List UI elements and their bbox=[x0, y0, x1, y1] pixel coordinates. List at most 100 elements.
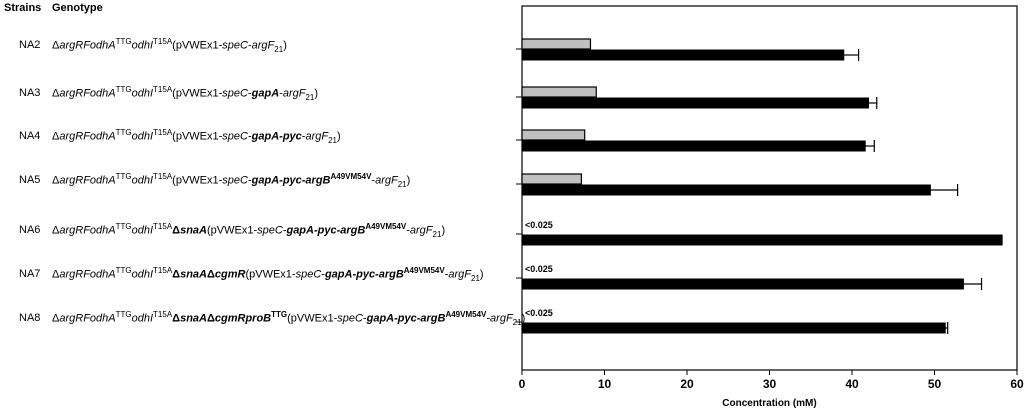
genotype-segment: ) bbox=[336, 130, 341, 143]
genotype-segment: - bbox=[301, 130, 306, 143]
genotype-segment: cgmRproB bbox=[214, 312, 272, 325]
genotype-label-na2: ΔargRFodhATTGodhIT15A(pVWEx1-speC-argF21… bbox=[52, 37, 287, 54]
genotype-segment: TTG bbox=[115, 172, 132, 181]
bar-gray-na5 bbox=[521, 173, 583, 185]
genotype-segment: speC bbox=[222, 87, 248, 100]
genotype-segment: argRFodhA bbox=[59, 312, 116, 325]
genotype-segment: T15A bbox=[153, 85, 173, 94]
genotype-segment: Δ bbox=[52, 39, 60, 52]
genotype-segment: ) bbox=[441, 224, 446, 237]
genotype-segment: Δ bbox=[52, 130, 60, 143]
genotype-segment: odhI bbox=[131, 130, 154, 143]
genotype-segment: argF bbox=[375, 174, 398, 187]
genotype-segment: ) bbox=[406, 174, 411, 187]
bar-black-na5 bbox=[521, 184, 931, 196]
genotype-segment: TTG bbox=[115, 37, 132, 46]
genotype-segment: odhI bbox=[131, 174, 154, 187]
genotype-segment: argRFodhA bbox=[59, 174, 116, 187]
strain-label-na6: NA6 bbox=[19, 224, 41, 236]
genotype-segment: - bbox=[247, 130, 252, 143]
genotype-segment: 21 bbox=[328, 135, 337, 145]
x-tick-label: 60 bbox=[1010, 377, 1024, 391]
genotype-segment: A49VM54V bbox=[330, 172, 372, 181]
bar-black-na8 bbox=[521, 322, 946, 334]
x-tick-label: 0 bbox=[519, 377, 526, 391]
bar-gray-na3 bbox=[521, 86, 597, 98]
genotype-segment: - bbox=[444, 268, 449, 281]
genotype-segment: argRFodhA bbox=[59, 87, 116, 100]
genotype-segment: ) bbox=[521, 312, 526, 325]
strain-label-na7: NA7 bbox=[19, 268, 41, 280]
genotype-segment: Δ bbox=[52, 174, 60, 187]
genotype-segment: 21 bbox=[432, 229, 442, 239]
genotype-segment: gapA bbox=[251, 87, 280, 100]
genotype-segment: Δ bbox=[52, 312, 60, 325]
genotype-segment: odhI bbox=[131, 39, 154, 52]
x-tick-label: 10 bbox=[598, 377, 612, 391]
genotype-segment: TTG bbox=[115, 266, 132, 275]
x-tick-label: 40 bbox=[845, 377, 859, 391]
bar-black-na4 bbox=[521, 140, 866, 152]
genotype-segment: (pVWEx1- bbox=[172, 130, 223, 143]
genotype-segment: speC bbox=[295, 268, 322, 281]
genotype-segment: - bbox=[406, 224, 410, 237]
genotype-segment: argF bbox=[409, 224, 433, 237]
genotype-label-na8: ΔargRFodhATTGodhIT15AΔsnaAΔcgmRproBTTG(p… bbox=[52, 310, 525, 327]
genotype-segment: TTG bbox=[115, 128, 132, 137]
genotype-label-na7: ΔargRFodhATTGodhIT15AΔsnaAΔcgmR(pVWEx1-s… bbox=[52, 266, 484, 283]
genotype-segment: argF bbox=[305, 130, 329, 143]
bar-black-na2 bbox=[521, 49, 845, 61]
genotype-segment: A49VM54V bbox=[365, 222, 407, 231]
genotype-segment: - bbox=[321, 268, 325, 281]
genotype-segment: ) bbox=[283, 39, 287, 52]
genotype-segment: argF bbox=[490, 312, 513, 325]
genotype-segment: odhI bbox=[131, 312, 154, 325]
genotype-segment: Δ bbox=[206, 268, 215, 281]
genotype-segment: - bbox=[282, 224, 287, 237]
genotype-segment: gapA-pyc-argB bbox=[286, 224, 366, 237]
genotype-segment: - bbox=[486, 312, 491, 325]
bar-black-na3 bbox=[521, 97, 869, 109]
genotype-segment: T15A bbox=[153, 222, 173, 231]
genotype-segment: (pVWEx1- bbox=[206, 224, 258, 237]
genotype-segment: - bbox=[247, 39, 252, 52]
bar-black-na7 bbox=[521, 278, 964, 290]
strain-label-na3: NA3 bbox=[19, 87, 41, 99]
genotype-segment: (pVWEx1- bbox=[172, 87, 223, 100]
genotype-segment: argF bbox=[251, 39, 275, 52]
genotype-segment: snaA bbox=[180, 268, 207, 281]
genotype-segment: Δ bbox=[52, 87, 60, 100]
genotype-segment: Δ bbox=[52, 268, 60, 281]
genotype-segment: - bbox=[371, 174, 376, 187]
genotype-segment: cgmR bbox=[214, 268, 246, 281]
genotype-segment: ) bbox=[479, 268, 484, 281]
genotype-segment: odhI bbox=[131, 87, 154, 100]
genotype-segment: argRFodhA bbox=[59, 130, 116, 143]
genotype-segment: T15A bbox=[153, 310, 173, 319]
genotype-segment: argRFodhA bbox=[59, 39, 116, 52]
genotype-segment: TTG bbox=[115, 222, 132, 231]
data-label-na7: <0.025 bbox=[525, 264, 553, 274]
strain-label-na5: NA5 bbox=[19, 174, 41, 186]
genotype-segment: snaA bbox=[180, 312, 207, 325]
genotype-segment: gapA-pyc-argB bbox=[324, 268, 404, 281]
genotype-segment: odhI bbox=[131, 224, 154, 237]
genotype-segment: Δ bbox=[52, 224, 60, 237]
genotype-segment: speC bbox=[257, 224, 283, 237]
genotype-label-na5: ΔargRFodhATTGodhIT15A(pVWEx1-speC-gapA-p… bbox=[52, 172, 410, 189]
genotype-segment: - bbox=[279, 87, 283, 100]
genotype-segment: Δ bbox=[172, 312, 181, 325]
genotype-segment: speC bbox=[222, 39, 248, 52]
genotype-segment: - bbox=[247, 87, 252, 100]
strain-label-na8: NA8 bbox=[19, 312, 41, 324]
genotype-segment: gapA-pyc bbox=[251, 130, 302, 143]
genotype-segment: argF bbox=[282, 87, 306, 100]
genotype-segment: Δ bbox=[206, 312, 215, 325]
genotype-segment: TTG bbox=[115, 310, 132, 319]
x-tick-label: 50 bbox=[928, 377, 942, 391]
genotype-segment: - bbox=[362, 312, 367, 325]
data-label-na8: <0.025 bbox=[525, 308, 553, 318]
genotype-segment: (pVWEx1- bbox=[245, 268, 296, 281]
genotype-segment: gapA-pyc-argB bbox=[251, 174, 331, 187]
